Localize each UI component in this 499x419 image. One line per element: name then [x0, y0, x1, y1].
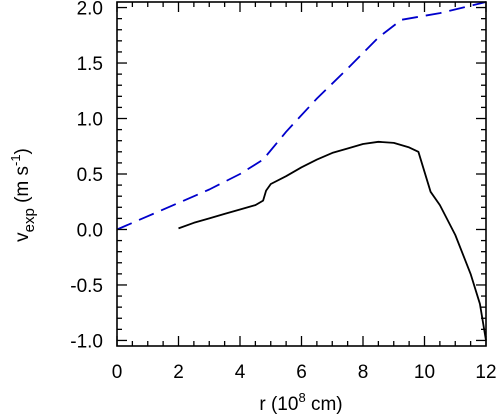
x-tick-label: 4 [235, 362, 246, 383]
y-tick-labels: -1.0 -0.5 0.0 0.5 1.0 1.5 2.0 [70, 0, 103, 352]
x-tick-label: 0 [112, 362, 123, 383]
y-tick-label: -1.0 [70, 331, 103, 352]
series-dashed-line [116, 1, 487, 231]
y-tick-label: -0.5 [70, 276, 103, 297]
x-tick-label: 12 [475, 362, 496, 383]
plot-frame [116, 1, 487, 347]
axis-ticks [116, 2, 487, 346]
x-tick-label: 6 [296, 362, 307, 383]
plot-area [116, 1, 487, 341]
x-tick-label: 8 [358, 362, 369, 383]
y-tick-label: 2.0 [77, 0, 103, 20]
series-solid-line [178, 140, 487, 341]
y-tick-label: 1.5 [77, 54, 103, 75]
y-tick-label: 0.0 [77, 220, 103, 241]
x-axis-label: r (108 cm) [259, 390, 342, 415]
y-axis-label: vexp (m s-1) [8, 148, 38, 242]
x-tick-label: 2 [173, 362, 184, 383]
y-tick-label: 0.5 [77, 165, 103, 186]
y-tick-label: 1.0 [77, 110, 103, 131]
x-tick-label: 10 [414, 362, 435, 383]
x-tick-labels: 0 2 4 6 8 10 12 [112, 362, 497, 383]
